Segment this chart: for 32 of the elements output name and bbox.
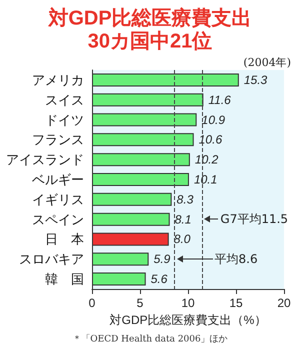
y-tick-label: スロバキア [19,252,84,267]
data-label: 11.6 [208,92,232,107]
ref-line-label: G7平均11.5 [220,211,288,228]
data-label: 5.9 [154,252,171,266]
data-label: 10.9 [202,112,226,127]
data-label: 8.0 [174,232,191,246]
y-tick-label: ドイツ [45,112,84,128]
x-tick-label: 5 [136,296,144,310]
data-label: 8.3 [176,192,194,206]
data-label: 5.6 [150,272,168,286]
x-tick-label: 10 [181,296,195,310]
data-label: 8.1 [174,212,192,226]
y-tick-label: スペイン [32,212,84,227]
chart-subtitle: (2004年) [243,56,291,69]
y-tick-label: 韓 国 [45,272,84,287]
y-tick-label: フランス [32,132,84,148]
text: ＊「OECD Health data 2006」ほか [72,334,228,344]
x-tick-label: 0 [88,296,96,310]
x-axis-title: 対GDP比総医療費支出（%） [110,312,266,327]
x-tick-label: 15 [229,296,243,310]
data-label: 10.1 [194,172,218,186]
x-tick-label: 20 [277,296,291,310]
y-tick-label: アイスランド [6,152,84,168]
y-tick-label: イギリス [32,192,84,207]
y-tick-label: ベルギー [32,172,84,187]
chart-title: 対GDP比総医療費支出 30カ国中21位 [47,6,252,52]
data-label: 10.2 [194,152,219,167]
y-tick-label: スイス [45,92,84,108]
y-tick-label: アメリカ [32,72,84,88]
data-label: 15.3 [244,72,268,87]
y-tick-label: 日 本 [45,232,84,247]
ref-line-label: 平均8.6 [214,251,258,268]
